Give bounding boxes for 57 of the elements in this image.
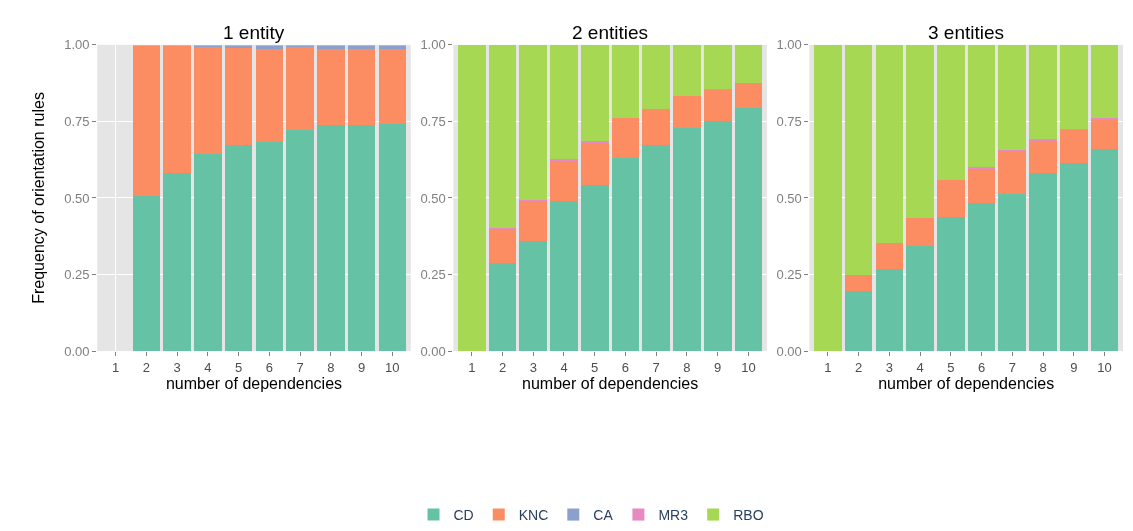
- x-tick-label: 8: [1039, 359, 1047, 375]
- x-tick-label: 9: [1070, 359, 1078, 375]
- x-tick-label: 2: [498, 359, 507, 375]
- x-tick-label: 1: [824, 359, 832, 375]
- y-tick-label: 0.25: [420, 267, 446, 283]
- y-tick-label: 1.00: [776, 37, 802, 53]
- y-tick-label: 0.50: [420, 190, 446, 206]
- legend-label: MR3: [658, 507, 689, 524]
- x-tick-label: 2: [142, 359, 151, 375]
- x-tick-label: 3: [529, 359, 537, 375]
- x-tick-label: 5: [591, 359, 599, 375]
- x-axis-title: number of dependencies: [878, 374, 1055, 392]
- y-tick-label: 0.75: [420, 113, 446, 129]
- x-tick-label: 6: [977, 359, 986, 375]
- x-tick-label: 8: [327, 359, 335, 375]
- x-tick-label: 3: [173, 359, 181, 375]
- y-tick-label: 1.00: [420, 37, 446, 53]
- y-tick-label: 0.50: [776, 190, 802, 206]
- x-tick-label: 4: [204, 359, 212, 375]
- x-tick-label: 5: [947, 359, 955, 375]
- y-axis-title: Frequency of orientation rules: [30, 92, 48, 304]
- chart-title: 2 entities: [572, 22, 649, 43]
- x-tick-label: 10: [1097, 359, 1112, 375]
- legend-label: CD: [453, 507, 474, 524]
- x-tick-label: 4: [916, 359, 924, 375]
- y-tick-label: 1.00: [64, 37, 90, 53]
- x-tick-label: 7: [1008, 359, 1016, 375]
- chart-title: 1 entity: [223, 22, 285, 43]
- y-tick-label: 0.50: [64, 190, 90, 206]
- x-tick-label: 7: [296, 359, 304, 375]
- x-tick-label: 5: [235, 359, 243, 375]
- x-tick-label: 7: [652, 359, 660, 375]
- x-tick-label: 2: [854, 359, 863, 375]
- x-tick-label: 1: [468, 359, 476, 375]
- x-tick-label: 3: [885, 359, 893, 375]
- x-tick-label: 1: [112, 359, 120, 375]
- y-tick-label: 0.00: [420, 343, 446, 359]
- legend-label: RBO: [733, 507, 764, 524]
- y-tick-label: 0.75: [776, 113, 802, 129]
- x-tick-label: 6: [265, 359, 273, 375]
- x-tick-label: 9: [357, 359, 366, 375]
- x-axis-title: number of dependencies: [522, 374, 699, 392]
- chart-title: 3 entities: [928, 22, 1005, 43]
- x-axis-title: number of dependencies: [165, 374, 343, 392]
- x-tick-label: 4: [560, 359, 568, 375]
- x-tick-label: 9: [714, 359, 722, 375]
- y-tick-label: 0.00: [64, 343, 90, 359]
- x-tick-label: 8: [683, 359, 691, 375]
- y-tick-label: 0.25: [64, 267, 90, 283]
- y-tick-label: 0.25: [776, 267, 802, 283]
- y-tick-label: 0.00: [776, 343, 802, 359]
- x-tick-label: 10: [385, 359, 400, 375]
- x-tick-label: 6: [621, 359, 630, 375]
- legend-label: CA: [593, 507, 614, 524]
- x-tick-label: 10: [741, 359, 756, 375]
- y-tick-label: 0.75: [64, 113, 90, 129]
- legend-label: KNC: [518, 507, 549, 524]
